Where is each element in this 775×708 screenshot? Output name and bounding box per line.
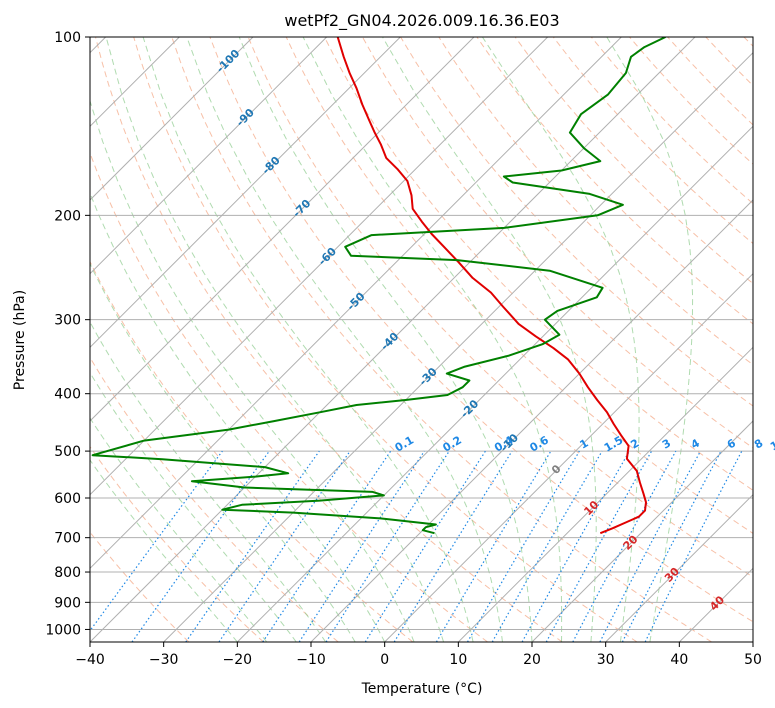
moist-adiabat <box>606 37 694 642</box>
y-tick-label: 400 <box>54 387 81 403</box>
isotherm-line <box>90 37 549 496</box>
mixing-ratio-line <box>262 450 392 642</box>
y-axis-ticks: 100 200 300 400 500 600 700 800 900 1000 <box>45 30 90 638</box>
x-tick-label: 10 <box>449 652 467 668</box>
y-tick-label: 800 <box>54 565 81 581</box>
isotherm-line <box>384 272 753 642</box>
dry-adiabat <box>171 37 712 642</box>
mixing-ratio-line <box>325 450 450 642</box>
moist-adiabat <box>90 417 268 642</box>
dry-adiabat <box>323 37 753 491</box>
mixing-ratio-line <box>644 450 743 642</box>
mixing-ratio-line <box>218 450 351 642</box>
y-tick-label: 100 <box>54 30 81 46</box>
dry-adiabat <box>247 37 753 578</box>
x-tick-label: 20 <box>523 652 541 668</box>
dry-adiabat <box>95 37 563 642</box>
x-tick-label: −20 <box>223 652 253 668</box>
mixing-ratio-line <box>298 450 425 642</box>
moist-adiabat <box>302 37 563 642</box>
y-tick-label: 700 <box>54 531 81 547</box>
dry-adiabat <box>476 37 753 325</box>
x-tick-label: −30 <box>149 652 179 668</box>
mixing-ratio-line <box>572 450 677 642</box>
y-tick-label: 300 <box>54 313 81 329</box>
dry-adiabat <box>90 356 339 642</box>
dry-adiabat <box>133 37 638 642</box>
mixing-ratio-label: 10 <box>768 434 775 453</box>
isotherm-line <box>90 37 696 642</box>
y-tick-label: 200 <box>54 208 81 224</box>
dry-adiabat <box>514 37 753 285</box>
y-tick-label: 1000 <box>45 622 81 638</box>
isotherm-line <box>90 37 328 275</box>
mixing-ratio-line <box>545 450 653 642</box>
moist-adiabat <box>90 321 327 642</box>
dry-adiabat <box>90 260 414 642</box>
mixing-ratio-line <box>90 450 223 632</box>
y-tick-label: 600 <box>54 491 81 507</box>
x-tick-label: 40 <box>670 652 688 668</box>
isotherm-line <box>457 346 753 642</box>
x-tick-label: 30 <box>597 652 615 668</box>
isotherm-line <box>531 420 753 642</box>
moist-adiabat <box>105 37 445 642</box>
y-axis-label: Pressure (hPa) <box>12 290 28 390</box>
moist-adiabat <box>382 37 597 642</box>
isotherm-line <box>90 37 475 422</box>
isotherm-line <box>90 37 622 570</box>
x-tick-label: −10 <box>296 652 326 668</box>
chart-title: wetPf2_GN04.2026.009.16.36.E03 <box>284 11 559 31</box>
isotherm-line <box>163 51 753 642</box>
x-axis-label: Temperature (°C) <box>361 681 483 697</box>
dry-adiabat <box>285 37 753 535</box>
moist-adiabat <box>142 37 474 642</box>
moist-adiabat <box>481 37 640 642</box>
isotherm-line <box>752 641 753 642</box>
isotherm-line <box>90 37 401 349</box>
dewpoint-profile <box>91 37 666 535</box>
background-lines <box>90 37 753 642</box>
temperature-profile <box>336 37 647 535</box>
mixing-ratio-line <box>185 450 320 642</box>
y-tick-label: 900 <box>54 595 81 611</box>
mixing-ratio-line <box>521 450 631 642</box>
moist-adiabat <box>90 371 297 642</box>
mixing-ratio-line <box>393 450 513 642</box>
moist-adiabat <box>238 37 533 642</box>
y-tick-label: 500 <box>54 444 81 460</box>
moist-adiabat <box>186 37 503 642</box>
x-tick-label: 50 <box>744 652 762 668</box>
dry-adiabat <box>90 445 264 642</box>
x-tick-label: 0 <box>380 652 389 668</box>
mixing-ratio-label: 8 <box>752 437 765 452</box>
isotherm-line <box>605 493 753 642</box>
moist-adiabat <box>90 191 386 642</box>
isotherm-line <box>310 199 753 642</box>
mixing-ratio-line <box>131 450 270 642</box>
x-tick-label: −40 <box>75 652 105 668</box>
plot-background <box>90 37 753 642</box>
isotherm-line <box>90 37 254 201</box>
x-axis-ticks: −40 −30 −20 −10 0 10 20 30 40 50 <box>75 642 762 668</box>
sounding-profiles <box>91 37 666 535</box>
moist-adiabat <box>90 459 238 642</box>
plot-frame <box>89 36 754 643</box>
dry-adiabat <box>209 37 753 623</box>
